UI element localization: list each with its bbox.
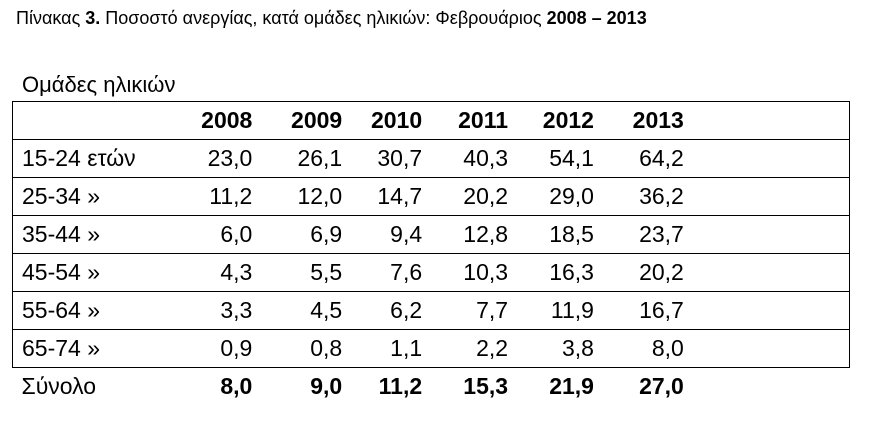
rate-cell: 16,7 [593, 291, 684, 330]
rate-cell: 11,9 [508, 291, 594, 330]
caption-number: 3. [85, 8, 101, 28]
table-row: 15-24 ετών 23,0 26,1 30,7 40,3 54,1 64,2 [12, 139, 850, 178]
rate-cell: 40,3 [422, 139, 509, 178]
rate-cell: 20,2 [593, 253, 684, 292]
total-rate-cell: 21,9 [549, 373, 594, 399]
total-row: Σύνολο 8,0 9,0 11,2 15,3 21,9 27,0 [13, 368, 850, 406]
rate-cell: 6,2 [342, 291, 423, 330]
rate-cell: 29,0 [508, 177, 594, 216]
table-row: 25-34 » 11,2 12,0 14,7 20,2 29,0 36,2 [12, 177, 850, 216]
year-header: 2008 [166, 101, 253, 140]
year-header: 2010 [342, 101, 423, 140]
rate-cell: 4,3 [166, 253, 253, 292]
rate-cell: 6,9 [252, 215, 343, 254]
rate-cell: 0,8 [252, 329, 343, 368]
year-header: 2013 [593, 101, 684, 140]
total-rate-cell: 8,0 [220, 373, 253, 399]
unemployment-table: 2008 2009 2010 2011 2012 2013 15-24 ετών 23,0 26… [12, 101, 850, 405]
header-corner-cell [12, 101, 167, 140]
rate-cell: 18,5 [508, 215, 594, 254]
rate-cell: 26,1 [252, 139, 343, 178]
rate-cell: 7,6 [342, 253, 423, 292]
rate-cell: 3,3 [166, 291, 253, 330]
rate-cell: 16,3 [508, 253, 594, 292]
caption-period: 2008 – 2013 [546, 8, 647, 28]
year-header: 2012 [508, 101, 594, 140]
rate-cell: 9,4 [342, 215, 423, 254]
rate-cell: 12,8 [422, 215, 509, 254]
age-group-label: 25-34 » [12, 177, 167, 216]
total-rate-cell: 27,0 [639, 373, 684, 399]
rate-cell: 0,9 [166, 329, 253, 368]
rate-cell: 20,2 [422, 177, 509, 216]
rate-cell: 23,0 [166, 139, 253, 178]
row-spacer-cell [683, 291, 850, 330]
total-spacer-cell [684, 368, 850, 406]
rate-cell: 10,3 [422, 253, 509, 292]
rate-cell: 12,0 [252, 177, 343, 216]
rate-cell: 6,0 [166, 215, 253, 254]
rate-cell: 5,5 [252, 253, 343, 292]
total-label: Σύνολο [21, 373, 97, 399]
table-caption: Πίνακας 3. Ποσοστό ανεργίας, κατά ομάδες… [16, 8, 647, 29]
age-groups-label: Ομάδες ηλικιών [22, 72, 176, 97]
rate-cell: 8,0 [593, 329, 684, 368]
table-row: 55-64 » 3,3 4,5 6,2 7,7 11,9 16,7 [12, 291, 850, 330]
row-spacer-cell [683, 177, 850, 216]
rate-cell: 64,2 [593, 139, 684, 178]
rate-cell: 2,2 [422, 329, 509, 368]
rate-cell: 23,7 [593, 215, 684, 254]
header-row: 2008 2009 2010 2011 2012 2013 [12, 101, 850, 140]
row-spacer-cell [683, 139, 850, 178]
age-group-label: 55-64 » [12, 291, 167, 330]
age-group-label: 15-24 ετών [12, 139, 167, 178]
header-spacer-cell [683, 101, 850, 140]
age-group-label: 65-74 » [12, 329, 167, 368]
table-row: 45-54 » 4,3 5,5 7,6 10,3 16,3 20,2 [12, 253, 850, 292]
age-group-label: 35-44 » [12, 215, 167, 254]
rate-cell: 30,7 [342, 139, 423, 178]
total-rate-cell: 15,3 [463, 373, 509, 399]
rate-cell: 7,7 [422, 291, 509, 330]
total-rate-cell: 11,2 [378, 373, 423, 399]
rate-cell: 3,8 [508, 329, 594, 368]
rate-cell: 1,1 [342, 329, 423, 368]
age-group-label: 45-54 » [12, 253, 167, 292]
rate-cell: 14,7 [342, 177, 423, 216]
rate-cell: 54,1 [508, 139, 594, 178]
rate-cell: 4,5 [252, 291, 343, 330]
caption-text: Ποσοστό ανεργίας, κατά ομάδες ηλικιών: Φ… [100, 8, 547, 28]
row-spacer-cell [683, 253, 850, 292]
table-row: 35-44 » 6,0 6,9 9,4 12,8 18,5 23,7 [12, 215, 850, 254]
year-header: 2009 [252, 101, 343, 140]
rate-cell: 11,2 [166, 177, 253, 216]
row-spacer-cell [683, 215, 850, 254]
table-row: 65-74 » 0,9 0,8 1,1 2,2 3,8 8,0 [12, 329, 850, 368]
row-spacer-cell [683, 329, 850, 368]
total-rate-cell: 9,0 [310, 373, 343, 399]
caption-prefix: Πίνακας [16, 8, 86, 28]
rate-cell: 36,2 [593, 177, 684, 216]
year-header: 2011 [422, 101, 509, 140]
